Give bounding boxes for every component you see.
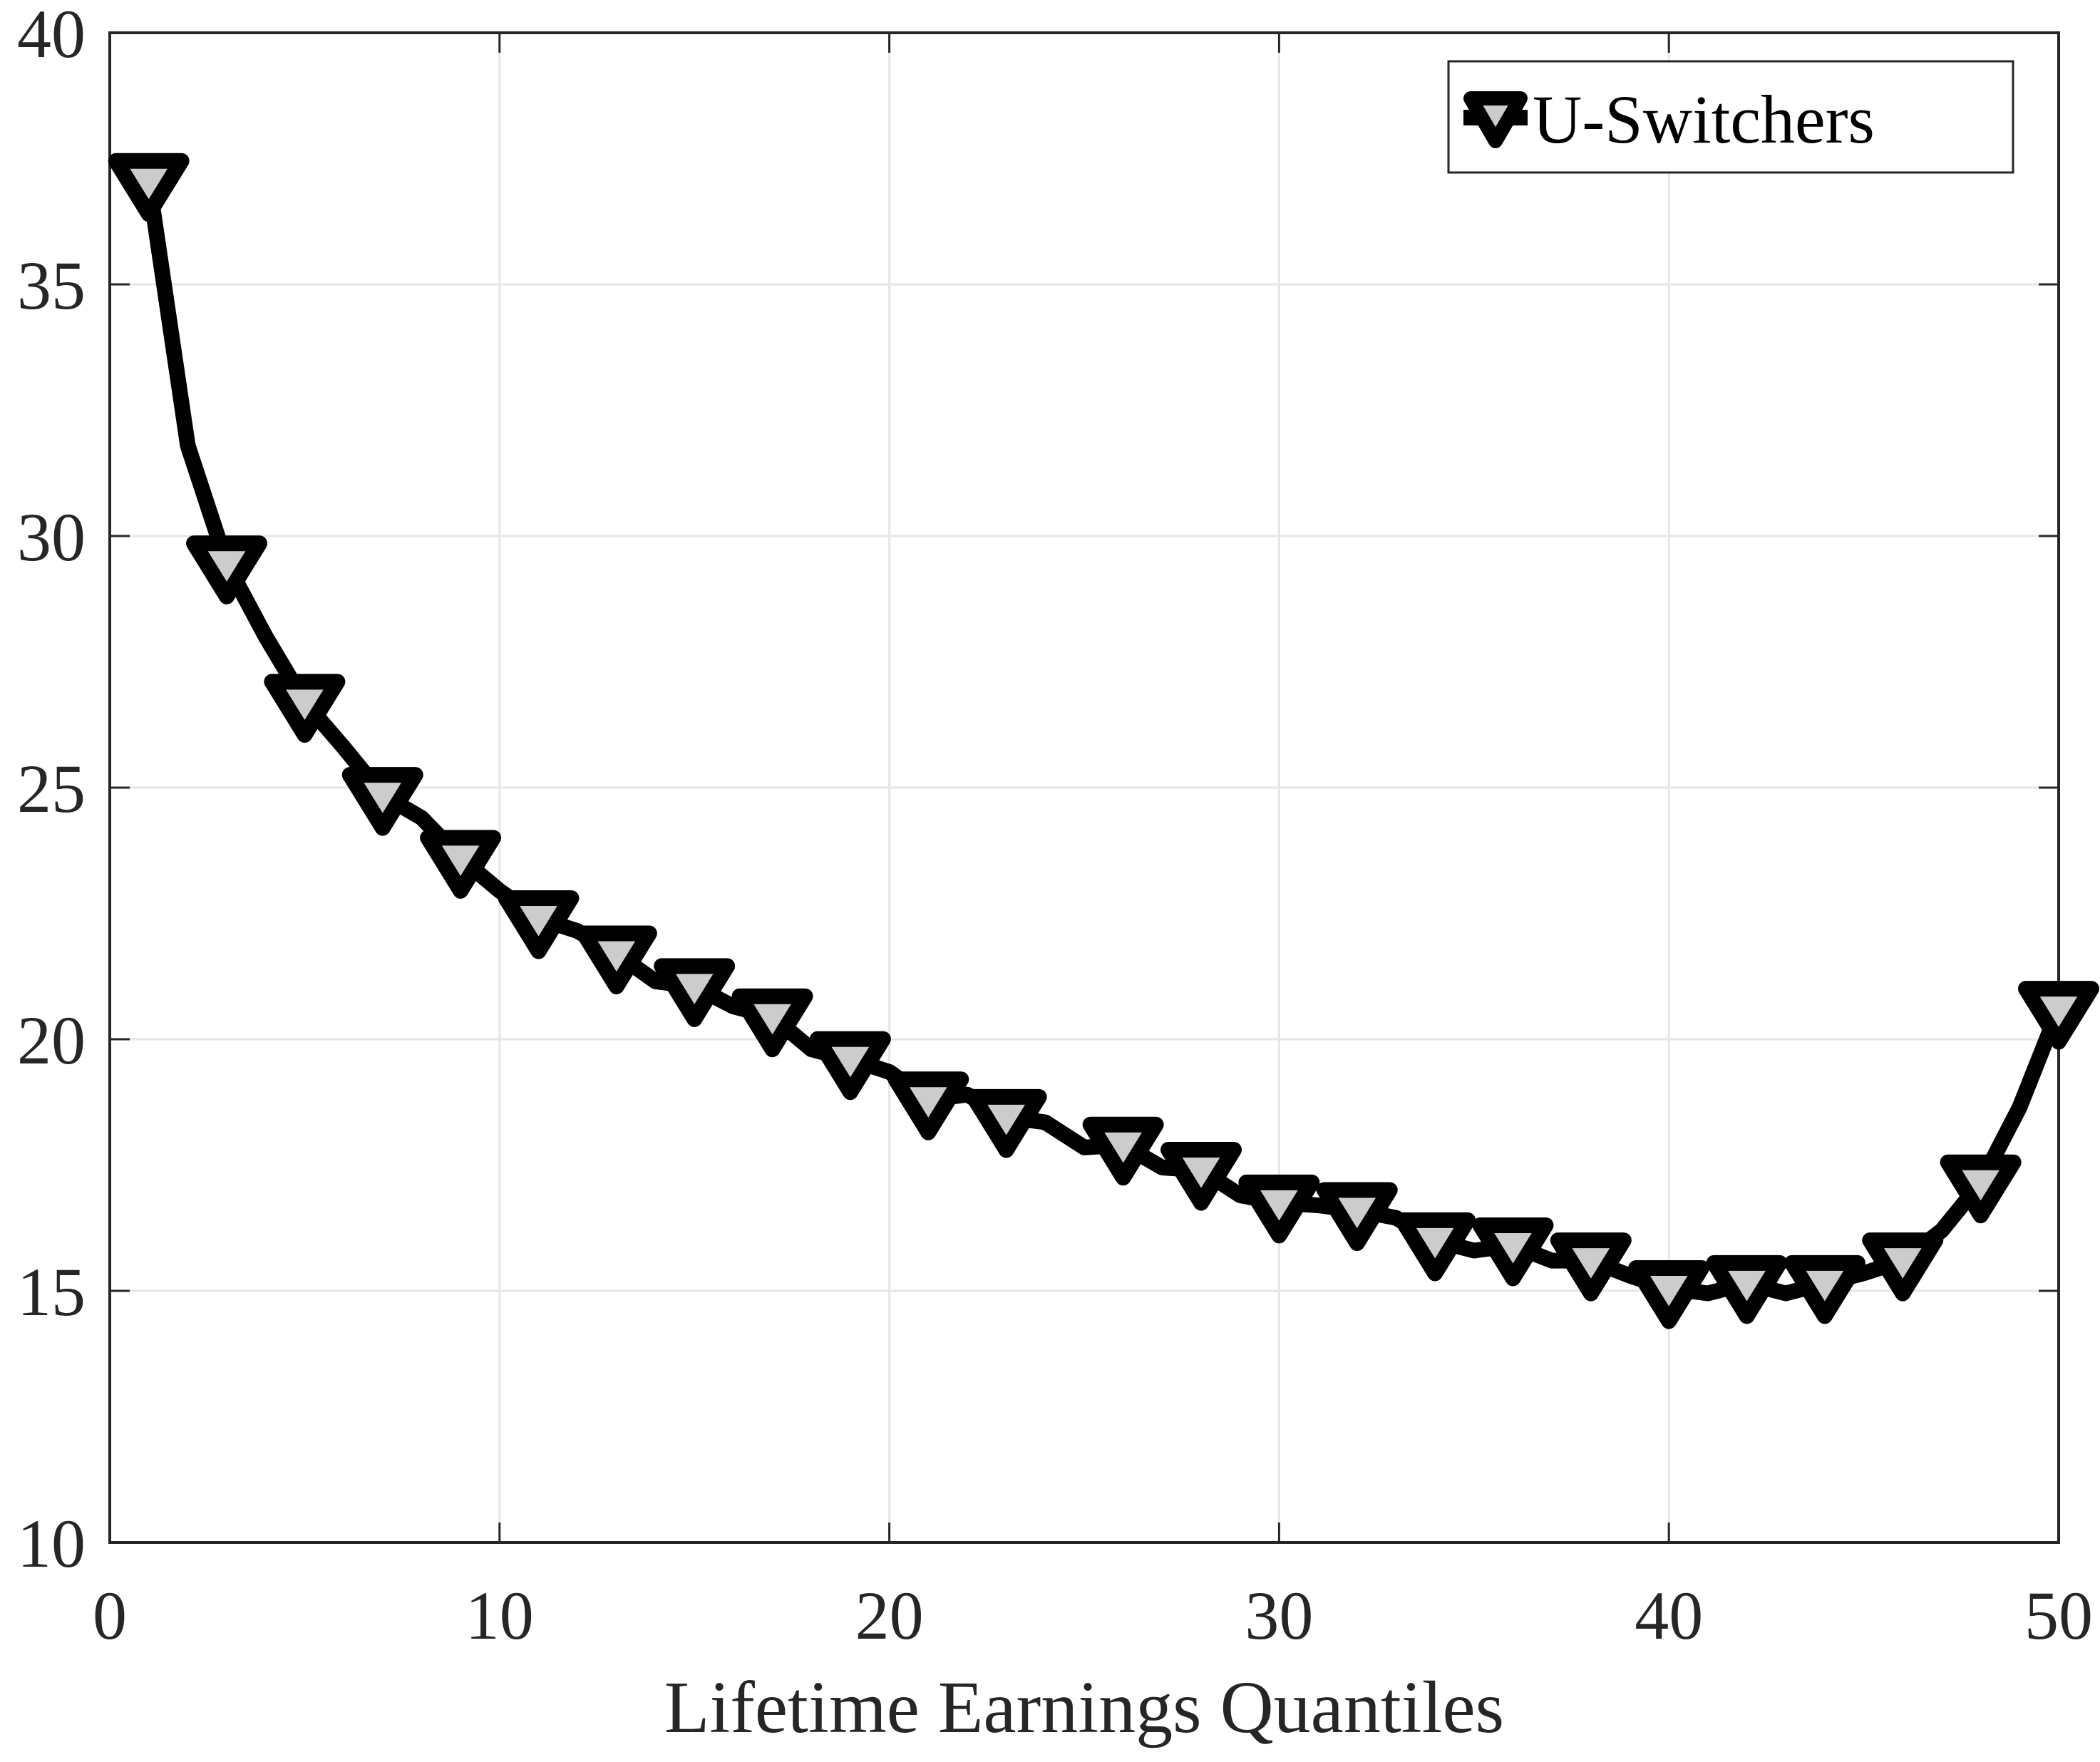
legend: U-Switchers — [1447, 60, 2014, 174]
axis-ticks — [108, 31, 2060, 1544]
legend-box — [1447, 60, 2014, 174]
x-tick-labels: 0 10 20 30 40 50 — [93, 1577, 2093, 1654]
legend-label: U-Switchers — [1533, 81, 1875, 158]
x-tick-label: 20 — [855, 1577, 924, 1654]
triangle-down-marker — [1394, 1212, 1476, 1282]
x-tick-label: 50 — [2024, 1577, 2093, 1654]
x-axis-label: Lifetime Earnings Quantiles — [664, 1666, 1504, 1748]
x-tick-label: 40 — [1635, 1577, 1703, 1654]
triangle-down-marker — [2018, 981, 2099, 1050]
y-tick-label: 25 — [17, 751, 86, 827]
triangle-down-marker — [1316, 1182, 1398, 1252]
triangle-down-marker — [1238, 1174, 1320, 1244]
triangle-down-marker — [731, 988, 813, 1058]
triangle-down-marker — [108, 153, 190, 222]
y-tick-label: 35 — [17, 247, 86, 324]
triangle-down-marker — [420, 830, 502, 899]
triangle-down-marker — [1472, 1217, 1554, 1287]
triangle-down-marker — [575, 925, 657, 994]
triangle-down-marker — [498, 890, 580, 959]
triangle-down-marker — [1940, 1154, 2022, 1224]
triangle-down-marker — [1784, 1254, 1865, 1324]
triangle-down-marker — [809, 1031, 891, 1101]
legend-triangle-down-icon — [1463, 91, 1528, 148]
triangle-down-marker — [1706, 1254, 1788, 1324]
y-tick-labels: 10 15 20 25 30 35 40 — [17, 0, 86, 1582]
y-tick-label: 20 — [17, 1002, 86, 1078]
triangle-down-marker — [1082, 1116, 1164, 1186]
triangle-down-marker — [654, 958, 736, 1027]
grid-lines — [110, 33, 2059, 1542]
triangle-down-marker — [1550, 1232, 1632, 1302]
triangle-down-marker — [1862, 1232, 1944, 1302]
y-tick-label: 40 — [17, 0, 86, 72]
triangle-down-marker — [186, 535, 268, 604]
triangle-down-marker — [965, 1088, 1047, 1158]
triangle-down-marker — [887, 1071, 969, 1140]
y-tick-label: 10 — [17, 1505, 86, 1582]
triangle-down-marker — [1628, 1259, 1710, 1329]
triangle-down-marker — [341, 767, 423, 836]
y-tick-label: 15 — [17, 1254, 86, 1330]
y-tick-label: 30 — [17, 499, 86, 575]
x-tick-label: 0 — [93, 1577, 127, 1654]
x-tick-label: 10 — [465, 1577, 534, 1654]
triangle-down-marker — [264, 674, 346, 743]
series-markers-u-switchers — [108, 153, 2099, 1329]
x-tick-label: 30 — [1245, 1577, 1313, 1654]
triangle-down-marker — [1160, 1142, 1242, 1211]
